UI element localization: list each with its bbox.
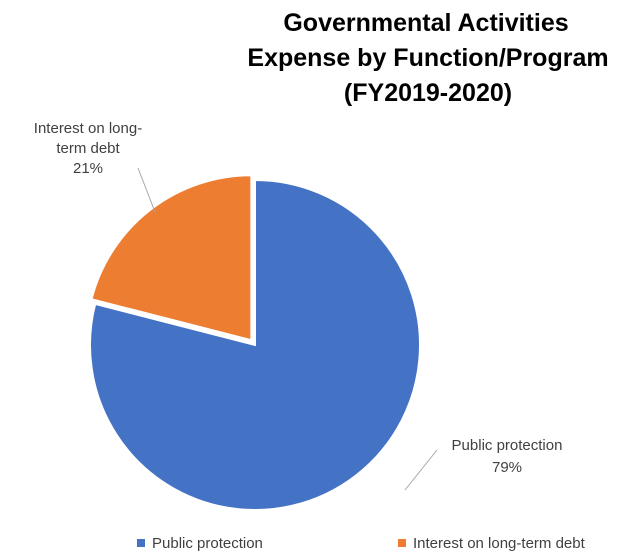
data-label-public-protection-line-1: Public protection (452, 437, 563, 454)
data-label-interest-line-3: 21% (73, 160, 103, 177)
data-label-public-protection-line-2: 79% (492, 459, 522, 476)
leader-line-public-protection (404, 449, 438, 491)
data-label-interest-line-1: Interest on long- (34, 120, 142, 137)
data-label-interest-line-2: term debt (56, 140, 120, 157)
legend-label-interest: Interest on long-term debt (413, 535, 586, 552)
legend-swatch-public-protection (137, 539, 145, 547)
legend-label-public-protection: Public protection (152, 535, 263, 552)
chart-title-line-3: (FY2019-2020) (344, 79, 512, 107)
chart-title-line-1: Governmental Activities (283, 9, 568, 37)
legend: Public protection Interest on long-term … (137, 535, 586, 552)
chart-title: Governmental Activities Expense by Funct… (247, 9, 608, 107)
pie-slice-public-protection (89, 178, 421, 511)
pie-slice-interest-on-long-term-debt (90, 174, 253, 342)
chart-title-line-2: Expense by Function/Program (247, 44, 608, 72)
leader-line-interest (137, 167, 156, 213)
legend-swatch-interest (398, 539, 406, 547)
data-label-public-protection: Public protection 79% (452, 437, 563, 476)
pie-slices (89, 174, 421, 511)
data-label-interest: Interest on long- term debt 21% (34, 120, 142, 177)
